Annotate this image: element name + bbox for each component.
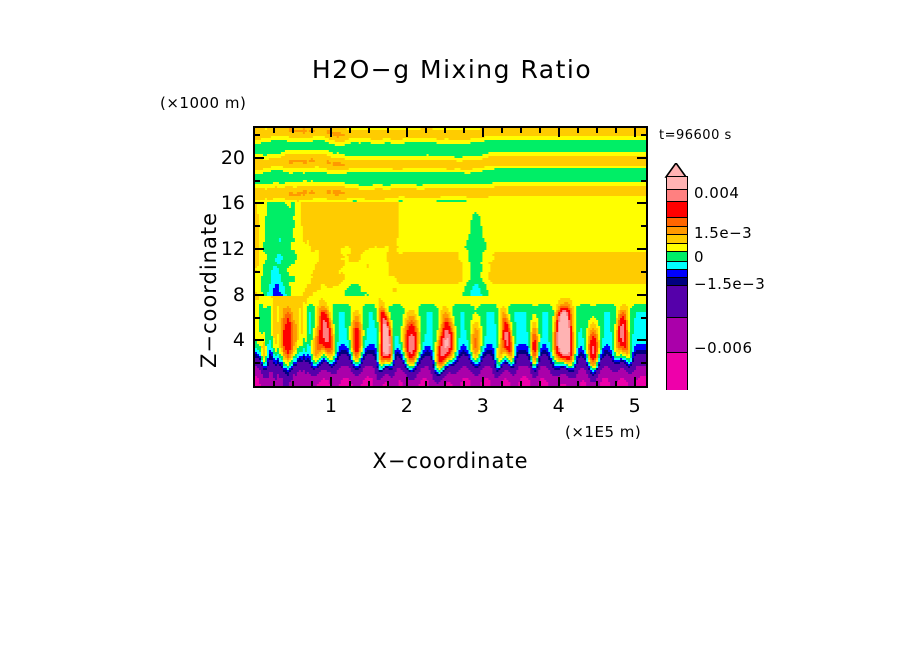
y-tick-label-16: 16: [220, 192, 245, 215]
colorbar-swatch-3: [667, 217, 687, 227]
colorbar-swatch-4: [667, 225, 687, 235]
y-tick-label-4: 4: [232, 329, 245, 352]
y-tick-label-20: 20: [220, 146, 245, 169]
x-tick-label-3: 3: [476, 395, 489, 417]
y-axis-tick-labels: 4 8 12 16 20: [213, 0, 245, 654]
colorbar[interactable]: [666, 176, 688, 390]
y-axis-unit-label: (×1000 m): [160, 94, 247, 112]
colorbar-swatch-10: [667, 276, 687, 286]
contour-plot-area[interactable]: [253, 126, 648, 388]
colorbar-swatch-2: [667, 201, 687, 218]
x-tick-label-1: 1: [324, 395, 337, 417]
colorbar-label-1: 1.5e−3: [694, 224, 753, 243]
colorbar-swatch-5: [667, 234, 687, 244]
colorbar-label-3: −1.5e−3: [694, 275, 766, 294]
colorbar-label-4: −0.006: [694, 338, 753, 357]
x-axis-title: X−coordinate: [372, 449, 529, 473]
x-axis-unit-label: (×1E5 m): [565, 423, 642, 441]
x-tick-label-2: 2: [400, 395, 413, 417]
time-annotation: t=96600 s: [659, 128, 732, 143]
colorbar-swatch-7: [667, 251, 687, 262]
colorbar-swatch-6: [667, 242, 687, 252]
page-title: H2O−g Mixing Ratio: [311, 55, 593, 84]
colorbar-swatch-9: [667, 269, 687, 278]
y-tick-label-8: 8: [232, 283, 245, 306]
x-tick-label-5: 5: [628, 395, 641, 417]
colorbar-swatch-1: [667, 188, 687, 202]
colorbar-swatch-0: [667, 177, 687, 190]
colorbar-swatch-12: [667, 316, 687, 353]
contour-field: [255, 128, 646, 386]
colorbar-label-0: 0.004: [694, 183, 740, 202]
colorbar-label-2: 0: [694, 247, 705, 266]
colorbar-arrow-tip: [664, 161, 688, 178]
x-tick-label-4: 4: [552, 395, 565, 417]
colorbar-swatch-8: [667, 260, 687, 270]
y-tick-label-12: 12: [220, 238, 245, 260]
colorbar-swatch-11: [667, 285, 687, 318]
colorbar-swatch-13: [667, 351, 687, 390]
